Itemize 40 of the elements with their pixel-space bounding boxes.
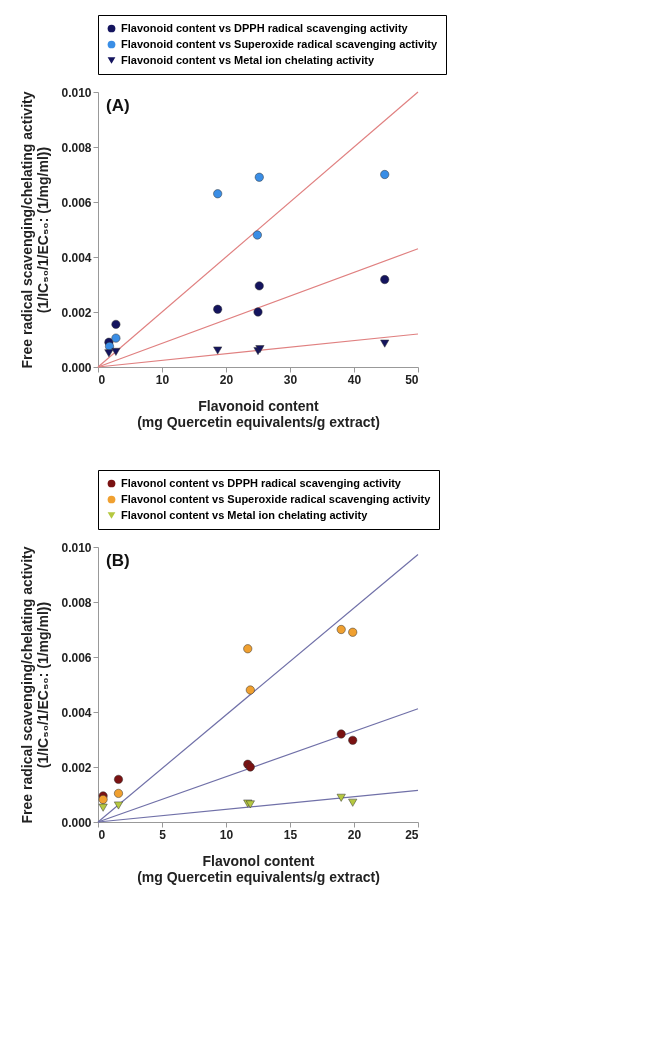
y-tick-label: 0.006 — [61, 650, 92, 665]
legend-label: Flavonoid content vs Superoxide radical scavenging activity — [121, 37, 438, 50]
y-tick-label: 0.002 — [61, 760, 92, 775]
x-tick-label: 20 — [219, 372, 234, 387]
y-tick-label: 0.000 — [61, 815, 92, 830]
y-tick-label: 0.010 — [61, 540, 92, 555]
x-tick-label: 5 — [159, 827, 167, 842]
x-tick-label: 20 — [347, 827, 362, 842]
x-tick-label: 0 — [98, 827, 106, 842]
x-tick-label: 25 — [405, 827, 419, 842]
y-tick-label: 0.010 — [61, 85, 92, 100]
text: Flavonol content — [202, 852, 315, 869]
annotation: (B) — [106, 551, 130, 570]
text: (1/IC₅₀/1/EC₅₀: (1/mg/ml)) — [35, 601, 52, 769]
text: (mg Quercetin equivalents/g extract) — [137, 413, 380, 430]
text: (mg Quercetin equivalents/g extract) — [137, 868, 380, 885]
y-tick-label: 0.002 — [61, 305, 92, 320]
y-tick-label: 0.004 — [61, 705, 92, 720]
x-tick-label: 10 — [155, 372, 170, 387]
y-tick-label: 0.006 — [61, 195, 92, 210]
y-tick-label: 0.008 — [61, 595, 92, 610]
y-tick-label: 0.000 — [61, 360, 92, 375]
x-tick-label: 40 — [347, 372, 362, 387]
text: (1/IC₅₀/1/EC₅₀: (1/mg/ml)) — [35, 146, 52, 314]
legend-label: Flavonoid content vs Metal ion chelating activity — [121, 53, 375, 66]
x-tick-label: 10 — [219, 827, 234, 842]
x-tick-label: 30 — [283, 372, 298, 387]
x-tick-label: 15 — [283, 827, 298, 842]
annotation: (A) — [106, 96, 130, 115]
y-tick-label: 0.004 — [61, 250, 92, 265]
legend-label: Flavonoid content vs DPPH radical scavenging activity — [121, 21, 409, 34]
x-tick-label: 0 — [98, 372, 106, 387]
legend-label: Flavonol content vs DPPH radical scavenging activity — [121, 476, 402, 489]
legend-label: Flavonol content vs Superoxide radical scavenging activity — [121, 492, 432, 505]
x-tick-label: 50 — [405, 372, 419, 387]
text: Free radical scavenging/chelating activity — [19, 546, 36, 824]
text: Flavonoid content — [198, 397, 319, 414]
y-tick-label: 0.008 — [61, 140, 92, 155]
legend-label: Flavonol content vs Metal ion chelating activity — [121, 508, 369, 521]
text: Free radical scavenging/chelating activity — [19, 91, 36, 369]
